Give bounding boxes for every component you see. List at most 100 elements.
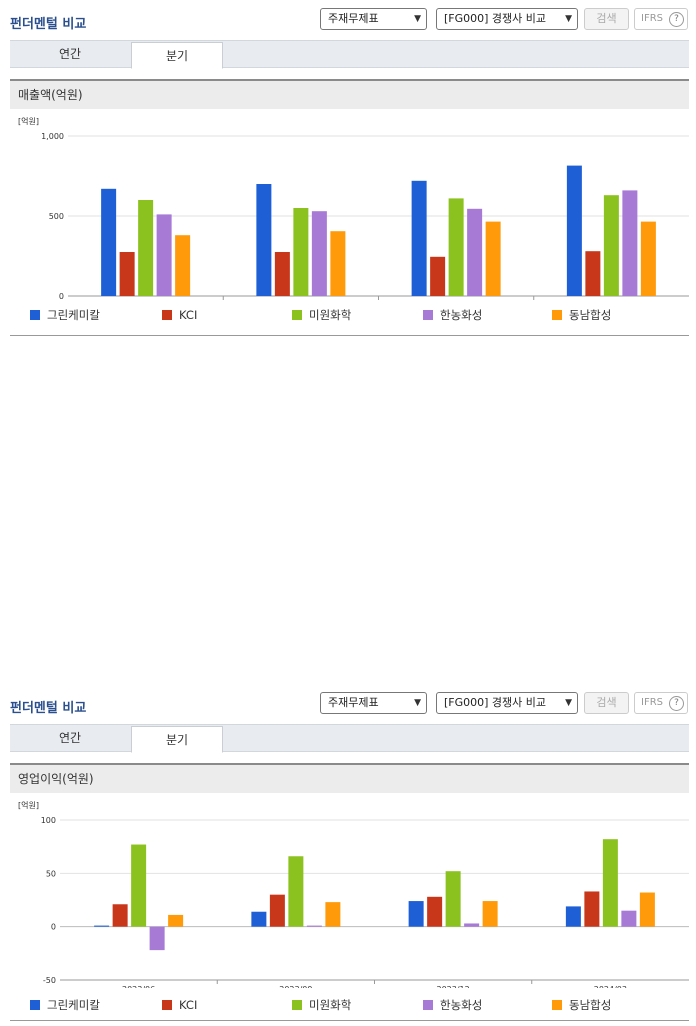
bar-3-2024-03[interactable] <box>602 839 618 927</box>
bar-1-2023-12[interactable] <box>408 901 424 927</box>
bar-2-2023-06[interactable] <box>112 904 128 927</box>
legend-item[interactable]: KCI <box>162 996 197 1014</box>
statement-type-select[interactable]: 주재무제표 ▼ <box>320 692 427 714</box>
unit-label: [억원] <box>18 116 39 126</box>
bar-1-2023-09[interactable] <box>256 184 272 296</box>
bar-4-2023-09[interactable] <box>306 925 322 927</box>
bar-3-2023-09[interactable] <box>293 208 309 296</box>
bar-5-2023-09[interactable] <box>325 902 341 927</box>
bar-4-2024-03[interactable] <box>621 910 637 927</box>
legend-item[interactable]: 그린케미칼 <box>30 996 100 1014</box>
metric-title: 영업이익(억원) <box>10 763 689 793</box>
operating-profit-bar-chart: [억원] -50 0 50 100 2023/06 2023/09 2023/12 2024/0… <box>18 800 689 988</box>
peer-group-value: [FG000] 경쟁사 비교 <box>444 12 547 25</box>
bar-5-2023-09[interactable] <box>330 231 346 296</box>
bar-5-2023-12[interactable] <box>485 221 501 296</box>
bar-4-2023-06[interactable] <box>156 214 172 296</box>
search-button[interactable]: 검색 <box>584 8 629 30</box>
legend-item[interactable]: 동남합성 <box>552 996 611 1014</box>
legend-item[interactable]: KCI <box>162 306 197 324</box>
chevron-down-icon: ▼ <box>565 14 572 24</box>
tab-quarterly[interactable]: 분기 <box>131 42 223 69</box>
y-tick-label: 500 <box>49 212 64 221</box>
help-icon[interactable]: ? <box>669 12 684 27</box>
bar-2-2023-09[interactable] <box>274 252 290 296</box>
bar-5-2023-06[interactable] <box>168 914 184 927</box>
divider <box>10 335 689 336</box>
bar-2-2023-12[interactable] <box>430 256 446 296</box>
statement-type-select[interactable]: 주재무제표 ▼ <box>320 8 427 30</box>
bar-4-2024-03[interactable] <box>622 190 638 296</box>
bar-3-2023-06[interactable] <box>138 200 154 296</box>
bar-5-2024-03[interactable] <box>639 892 655 927</box>
bar-1-2024-03[interactable] <box>565 906 581 927</box>
ifrs-label: IFRS <box>641 13 663 24</box>
bar-4-2023-12[interactable] <box>464 923 480 927</box>
legend-label: 미원화학 <box>309 998 352 1012</box>
bar-1-2024-03[interactable] <box>566 165 582 296</box>
bar-2-2024-03[interactable] <box>584 891 600 927</box>
x-tick-label: 2023/06 <box>129 301 162 302</box>
bar-4-2023-06[interactable] <box>149 926 165 951</box>
bar-5-2024-03[interactable] <box>640 221 656 296</box>
tab-quarterly[interactable]: 분기 <box>131 726 223 753</box>
legend-label: 한농화성 <box>440 308 483 322</box>
statement-type-value: 주재무제표 <box>328 696 379 709</box>
bar-1-2023-06[interactable] <box>94 925 110 927</box>
bar-3-2024-03[interactable] <box>603 195 619 296</box>
peer-group-select[interactable]: [FG000] 경쟁사 비교 ▼ <box>436 8 578 30</box>
legend-item[interactable]: 그린케미칼 <box>30 306 100 324</box>
bar-2-2024-03[interactable] <box>585 251 601 296</box>
bar-2-2023-09[interactable] <box>269 894 285 927</box>
legend-swatch <box>162 1000 172 1010</box>
legend-swatch <box>423 1000 433 1010</box>
help-icon[interactable]: ? <box>669 696 684 711</box>
legend-swatch <box>292 310 302 320</box>
bar-1-2023-09[interactable] <box>251 911 267 927</box>
bar-1-2023-06[interactable] <box>101 188 117 296</box>
bar-2-2023-06[interactable] <box>119 252 135 296</box>
statement-type-value: 주재무제표 <box>328 12 379 25</box>
bar-4-2023-09[interactable] <box>311 211 327 296</box>
chart-legend: 그린케미칼 KCI 미원화학 한농화성 동남합성 <box>10 996 689 1020</box>
legend-item[interactable]: 한농화성 <box>423 996 482 1014</box>
section-header: 펀더멘털 비교 주재무제표 ▼ [FG000] 경쟁사 비교 ▼ 검색 IFRS… <box>0 684 696 722</box>
section-title: 펀더멘털 비교 <box>10 17 87 32</box>
chevron-down-icon: ▼ <box>414 698 421 708</box>
bar-2-2023-12[interactable] <box>427 896 443 927</box>
bar-3-2023-09[interactable] <box>288 856 304 927</box>
y-tick-label: 0 <box>59 292 64 301</box>
chevron-down-icon: ▼ <box>565 698 572 708</box>
legend-label: KCI <box>179 308 198 322</box>
bar-3-2023-06[interactable] <box>131 844 147 927</box>
bar-3-2023-12[interactable] <box>448 198 464 296</box>
legend-item[interactable]: 미원화학 <box>292 306 351 324</box>
bar-5-2023-06[interactable] <box>175 235 191 296</box>
bar-3-2023-12[interactable] <box>445 871 461 927</box>
x-tick-label: 2023/12 <box>440 301 473 302</box>
y-tick-label: 50 <box>46 869 56 878</box>
search-button[interactable]: 검색 <box>584 692 629 714</box>
tab-annual[interactable]: 연간 <box>58 731 82 745</box>
x-tick-label: 2024/03 <box>595 301 628 302</box>
x-tick-label: 2023/09 <box>284 301 317 302</box>
bar-5-2023-12[interactable] <box>482 901 498 927</box>
ifrs-info[interactable]: IFRS ? <box>634 692 688 714</box>
legend-item[interactable]: 동남합성 <box>552 306 611 324</box>
metric-title: 매출액(억원) <box>10 79 689 109</box>
peer-group-select[interactable]: [FG000] 경쟁사 비교 ▼ <box>436 692 578 714</box>
legend-swatch <box>552 310 562 320</box>
sales-bar-chart: [억원] 0 500 1,000 2023/06 2023/09 2023/12 2024/0… <box>18 116 689 302</box>
legend-swatch <box>552 1000 562 1010</box>
x-tick-label: 2023/06 <box>122 985 155 988</box>
legend-item[interactable]: 한농화성 <box>423 306 482 324</box>
legend-label: 동남합성 <box>569 308 612 322</box>
bar-1-2023-12[interactable] <box>411 180 427 296</box>
bar-4-2023-12[interactable] <box>467 208 483 296</box>
ifrs-info[interactable]: IFRS ? <box>634 8 688 30</box>
x-tick-label: 2024/03 <box>594 985 627 988</box>
fundamental-section-operating-profit: 펀더멘털 비교 주재무제표 ▼ [FG000] 경쟁사 비교 ▼ 검색 IFRS… <box>0 684 696 1026</box>
chart-legend: 그린케미칼 KCI 미원화학 한농화성 동남합성 <box>10 306 689 330</box>
legend-item[interactable]: 미원화학 <box>292 996 351 1014</box>
tab-annual[interactable]: 연간 <box>58 47 82 61</box>
